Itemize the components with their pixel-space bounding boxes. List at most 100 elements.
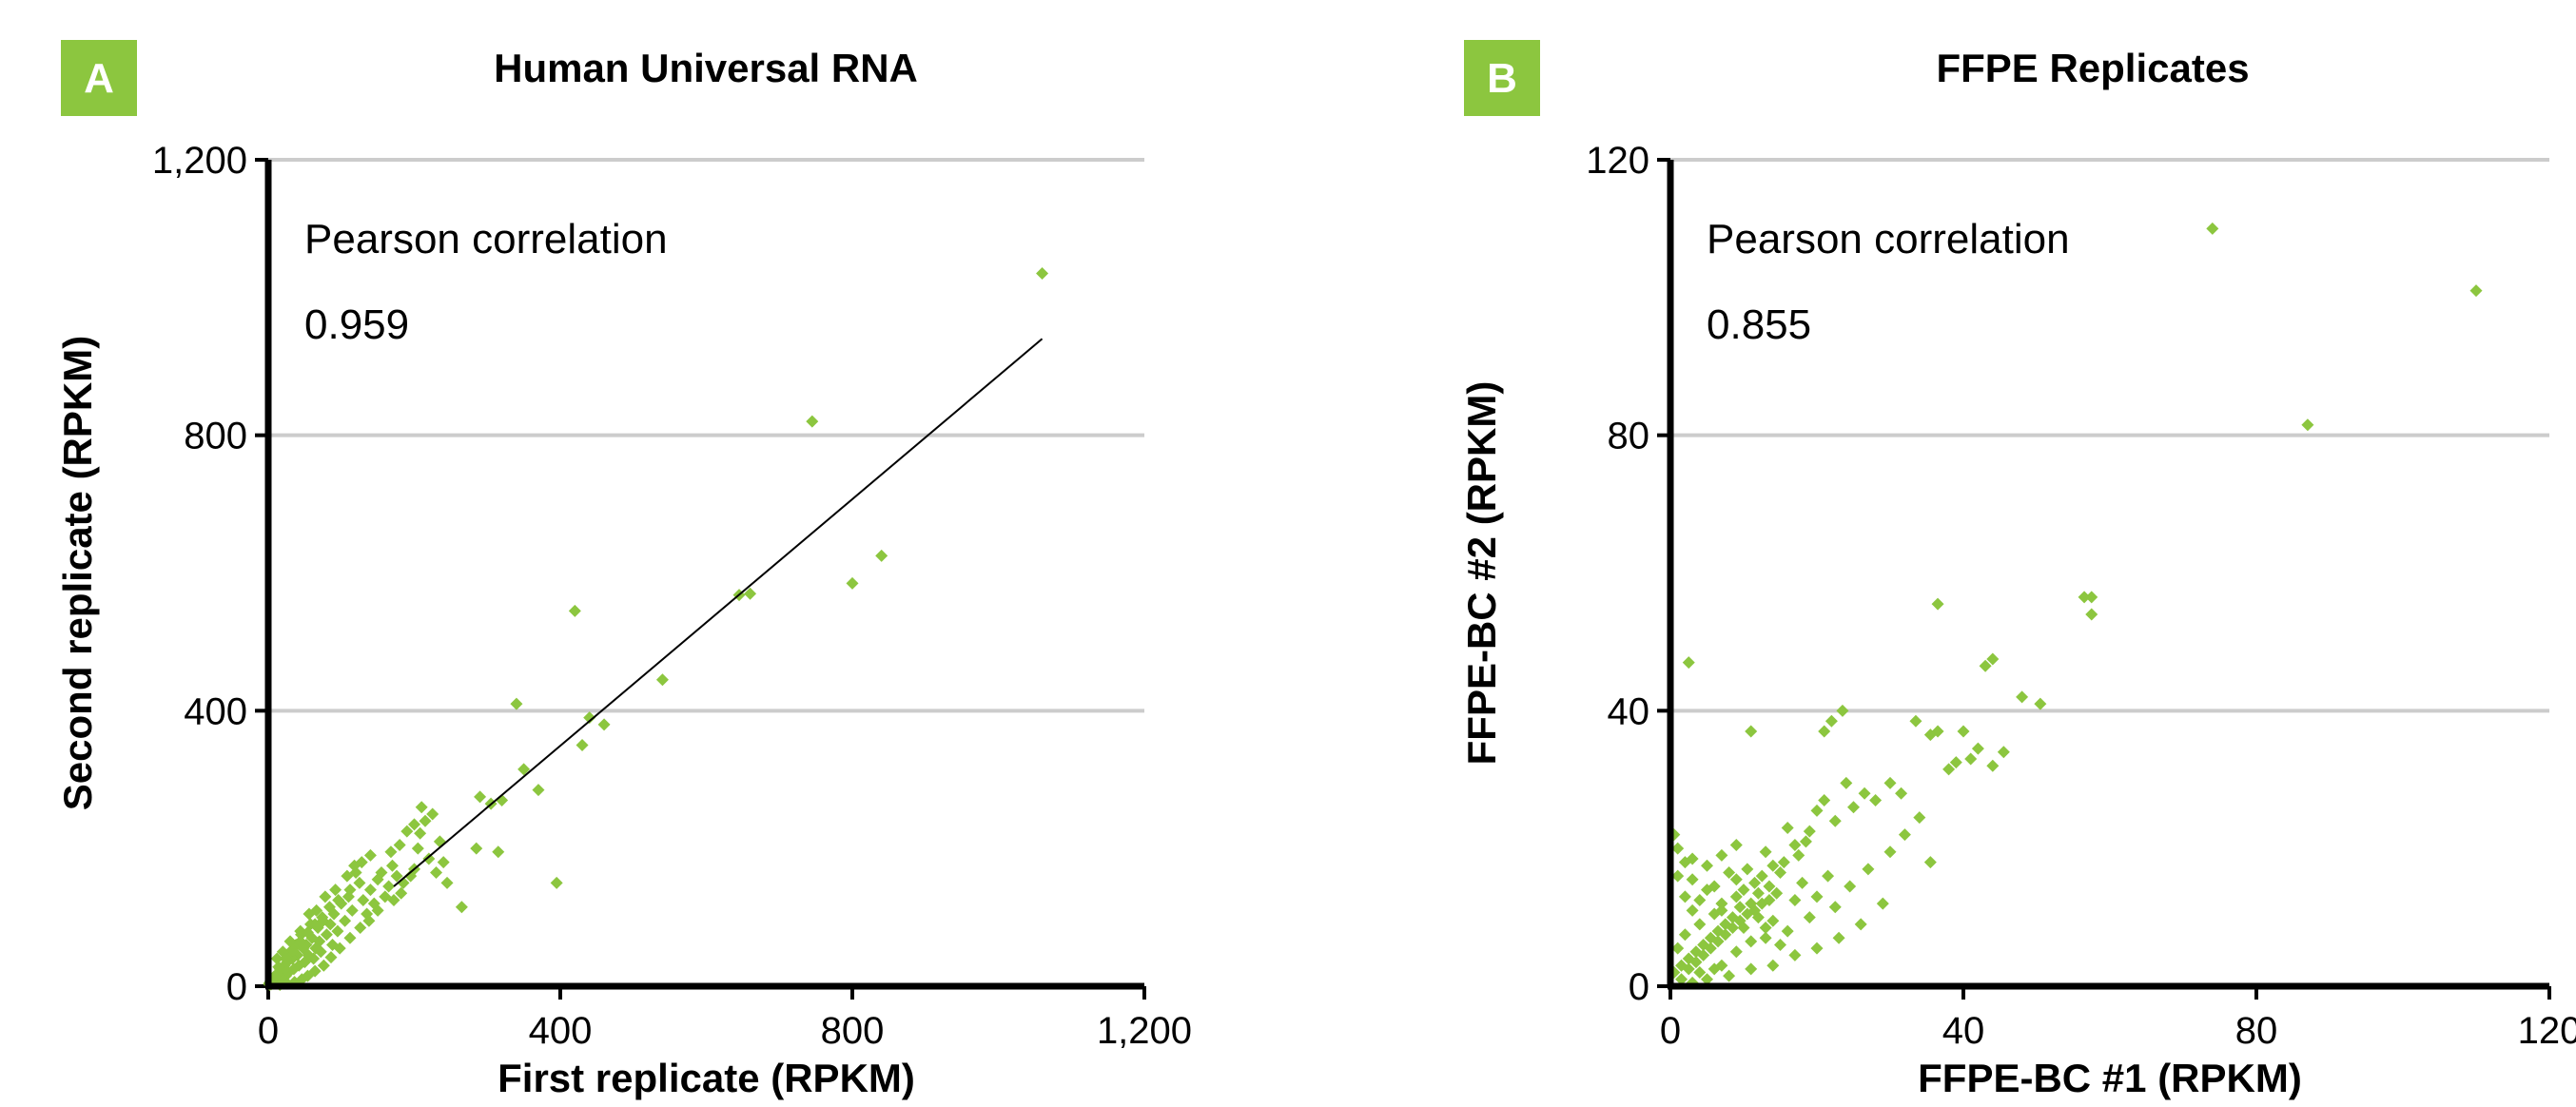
data-point — [1715, 848, 1728, 862]
data-point — [1701, 859, 1713, 872]
data-point — [2301, 418, 2314, 432]
data-point — [1788, 893, 1802, 906]
data-point — [329, 884, 342, 897]
data-point — [310, 903, 323, 917]
data-point — [1766, 959, 1780, 972]
data-point — [1708, 962, 1721, 976]
x-tick-label: 800 — [821, 1010, 885, 1052]
data-point — [419, 814, 432, 827]
data-point — [400, 825, 414, 838]
data-point — [393, 839, 406, 852]
data-point — [1898, 828, 1911, 842]
data-point — [320, 928, 333, 942]
data-point — [655, 673, 669, 687]
data-point — [333, 942, 346, 955]
data-point — [1748, 903, 1762, 917]
data-point — [2034, 697, 2047, 710]
data-point — [309, 942, 322, 955]
data-point — [404, 869, 418, 883]
data-point — [1715, 897, 1728, 910]
data-point — [440, 876, 454, 889]
data-point — [387, 893, 400, 906]
data-point — [1997, 746, 2010, 759]
data-point — [1682, 962, 1695, 976]
data-point — [1686, 903, 1699, 917]
data-point — [1986, 759, 2000, 772]
data-point — [343, 884, 357, 897]
x-axis-label: First replicate (RPKM) — [498, 1056, 915, 1100]
data-point — [1729, 839, 1743, 852]
panel-label: B — [1487, 55, 1517, 102]
data-point — [433, 835, 446, 848]
data-point — [1792, 848, 1805, 862]
data-point — [1876, 897, 1889, 910]
data-point — [1693, 966, 1707, 980]
data-point — [1979, 659, 1992, 672]
data-point — [470, 842, 483, 855]
y-tick-label: 40 — [1608, 690, 1650, 732]
data-point — [1832, 931, 1845, 944]
x-tick-label: 120 — [2518, 1010, 2576, 1052]
data-point — [395, 886, 408, 900]
data-point — [357, 893, 370, 906]
data-point — [308, 918, 322, 931]
data-point — [1869, 793, 1883, 806]
data-point — [1788, 948, 1802, 961]
data-point — [1704, 942, 1717, 955]
data-point — [1766, 859, 1780, 872]
data-point — [317, 959, 330, 972]
data-point — [474, 790, 487, 804]
data-point — [430, 866, 443, 880]
data-point — [384, 845, 398, 859]
data-point — [1686, 873, 1699, 886]
data-point — [1755, 869, 1768, 883]
data-point — [1923, 728, 1937, 742]
data-point — [597, 718, 611, 731]
data-point — [1818, 725, 1831, 738]
data-point — [1883, 845, 1897, 859]
data-point — [1883, 776, 1897, 789]
data-point — [301, 926, 314, 940]
scatter-panel-a: A Human Universal RNA 0 400 800 1,200 0 400 800 1… — [55, 40, 1192, 1100]
data-point — [1686, 852, 1699, 865]
data-point — [1971, 742, 1984, 755]
x-tick-label: 1,200 — [1097, 1010, 1192, 1052]
data-point — [1737, 884, 1750, 897]
pearson-label: Pearson correlation — [1707, 216, 2070, 262]
data-point — [1759, 931, 1772, 944]
data-point — [1774, 939, 1786, 952]
data-point — [1719, 928, 1732, 942]
data-point — [339, 914, 352, 927]
y-tick-label: 800 — [184, 416, 247, 457]
x-tick-label: 40 — [1942, 1010, 1985, 1052]
data-point — [2206, 222, 2219, 235]
data-point — [1781, 924, 1794, 938]
data-point — [414, 826, 427, 840]
data-point — [1733, 914, 1747, 927]
chart-title: FFPE Replicates — [1936, 46, 2249, 90]
data-point — [319, 890, 332, 903]
data-point — [371, 903, 384, 917]
data-point — [1748, 876, 1762, 889]
data-point — [1693, 918, 1707, 931]
data-point — [1745, 935, 1758, 948]
data-point — [1818, 793, 1831, 806]
data-point — [1036, 266, 1049, 280]
panel-label-box — [1464, 40, 1540, 116]
data-point — [1828, 901, 1842, 914]
y-tick-label: 80 — [1608, 416, 1650, 457]
data-point — [385, 859, 399, 872]
data-point — [355, 856, 368, 869]
data-point — [1678, 890, 1691, 903]
data-point — [331, 924, 344, 938]
data-point — [1759, 845, 1772, 859]
data-point — [568, 604, 581, 617]
data-point — [362, 914, 376, 927]
data-point — [1964, 752, 1978, 766]
panel-label-box — [61, 40, 137, 116]
data-point — [1708, 880, 1721, 893]
data-point — [1862, 863, 1875, 876]
data-point — [1729, 945, 1743, 959]
data-point — [1678, 928, 1691, 942]
data-point — [341, 869, 354, 883]
